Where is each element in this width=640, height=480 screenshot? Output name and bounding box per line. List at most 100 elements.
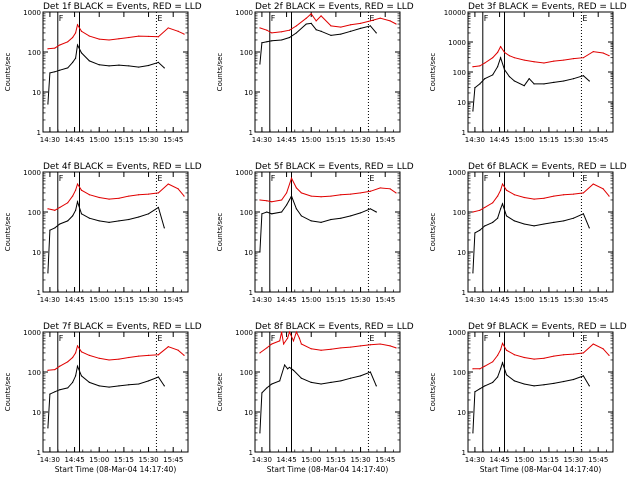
data-point-lld — [300, 192, 302, 194]
data-point-lld — [177, 188, 179, 190]
y-tick-label: 1000 — [23, 9, 41, 17]
data-point-events — [49, 229, 51, 231]
data-point-lld — [592, 183, 594, 185]
data-point-lld — [74, 189, 77, 191]
data-point-events — [108, 65, 110, 67]
data-point-events — [350, 30, 352, 32]
x-tick-label: 15:30 — [563, 136, 583, 144]
data-point-events — [80, 375, 83, 377]
data-point-events — [588, 227, 590, 229]
data-point-lld — [602, 52, 604, 54]
data-point-lld — [183, 33, 185, 35]
x-tick-label: 15:15 — [326, 456, 346, 464]
x-tick-label: 14:30 — [252, 456, 272, 464]
x-tick-label: 15:45 — [588, 456, 608, 464]
data-point-lld — [59, 206, 61, 209]
data-point-lld — [290, 177, 293, 179]
data-point-events — [572, 378, 575, 381]
y-tick-label: 10 — [32, 89, 41, 97]
time-marker-label: F — [59, 174, 64, 183]
data-point-events — [59, 389, 61, 391]
x-tick-label: 14:30 — [40, 456, 60, 464]
data-point-events — [315, 29, 317, 31]
data-point-events — [259, 432, 261, 434]
data-point-events — [563, 80, 565, 82]
y-tick-label: 1000 — [448, 329, 466, 337]
plot-frame — [467, 331, 614, 453]
data-point-events — [499, 368, 502, 370]
y-tick-label: 100 — [28, 49, 41, 57]
data-point-events — [340, 217, 342, 219]
data-point-events — [479, 388, 481, 390]
data-point-events — [523, 223, 525, 225]
data-point-lld — [582, 352, 585, 354]
data-point-events — [47, 103, 49, 105]
data-point-events — [553, 382, 555, 384]
series-line-lld — [47, 23, 185, 50]
data-point-lld — [286, 337, 289, 339]
data-point-events — [147, 380, 150, 382]
data-point-events — [288, 366, 291, 369]
chart-title: Det 2f BLACK = Events, RED = LLD — [255, 2, 414, 12]
data-point-lld — [553, 195, 555, 197]
x-tick-label: 15:00 — [89, 296, 109, 304]
data-point-events — [261, 213, 263, 215]
data-point-lld — [71, 195, 74, 197]
y-tick-label: 10 — [32, 409, 41, 417]
data-point-events — [310, 381, 312, 383]
data-point-lld — [479, 65, 481, 67]
data-point-events — [108, 221, 110, 223]
data-point-events — [59, 223, 61, 225]
data-point-lld — [513, 57, 515, 59]
data-point-lld — [167, 27, 169, 29]
data-point-lld — [523, 196, 525, 199]
y-tick-label: 1 — [462, 449, 466, 457]
x-tick-label: 15:00 — [301, 456, 321, 464]
data-point-events — [588, 80, 590, 82]
data-point-lld — [80, 189, 83, 191]
data-point-events — [88, 60, 90, 62]
y-tick-label: 10 — [457, 249, 466, 257]
data-point-events — [118, 385, 120, 387]
y-tick-label: 100 — [28, 209, 41, 217]
series-line-lld — [259, 13, 397, 34]
data-point-events — [588, 385, 590, 387]
x-tick-label: 14:45 — [64, 456, 84, 464]
data-point-lld — [138, 35, 140, 37]
x-tick-label: 15:15 — [539, 136, 559, 144]
y-tick-label: 100 — [453, 69, 466, 77]
x-tick-label: 14:30 — [40, 296, 60, 304]
x-tick-label: 15:00 — [89, 136, 109, 144]
time-marker-label: E — [157, 334, 162, 343]
series-line-events — [259, 363, 377, 433]
data-point-events — [499, 57, 502, 59]
data-point-events — [266, 387, 268, 389]
y-axis-label: Counts/sec — [4, 53, 12, 92]
data-point-events — [492, 381, 494, 383]
data-point-lld — [288, 331, 291, 333]
data-point-lld — [76, 24, 79, 26]
x-tick-label: 14:45 — [489, 456, 509, 464]
data-point-lld — [300, 343, 302, 345]
data-point-lld — [513, 194, 515, 196]
data-point-lld — [59, 365, 61, 367]
time-marker-label: F — [271, 14, 276, 23]
data-point-lld — [608, 55, 610, 57]
data-point-lld — [295, 331, 298, 333]
y-tick-label: 1 — [37, 129, 41, 137]
x-tick-label: 15:30 — [138, 456, 158, 464]
x-tick-label: 15:45 — [163, 136, 183, 144]
time-marker-label: F — [484, 174, 489, 183]
data-point-lld — [523, 356, 525, 359]
x-tick-label: 14:30 — [465, 136, 485, 144]
data-point-events — [80, 213, 83, 215]
x-tick-label: 15:30 — [138, 136, 158, 144]
y-axis-label: Counts/sec — [4, 213, 12, 252]
data-point-events — [47, 427, 49, 429]
time-marker-label: E — [157, 14, 162, 23]
data-point-events — [496, 217, 499, 219]
data-point-lld — [496, 51, 499, 54]
time-marker-label: F — [271, 334, 276, 343]
data-point-events — [533, 225, 535, 227]
data-point-events — [505, 374, 508, 376]
